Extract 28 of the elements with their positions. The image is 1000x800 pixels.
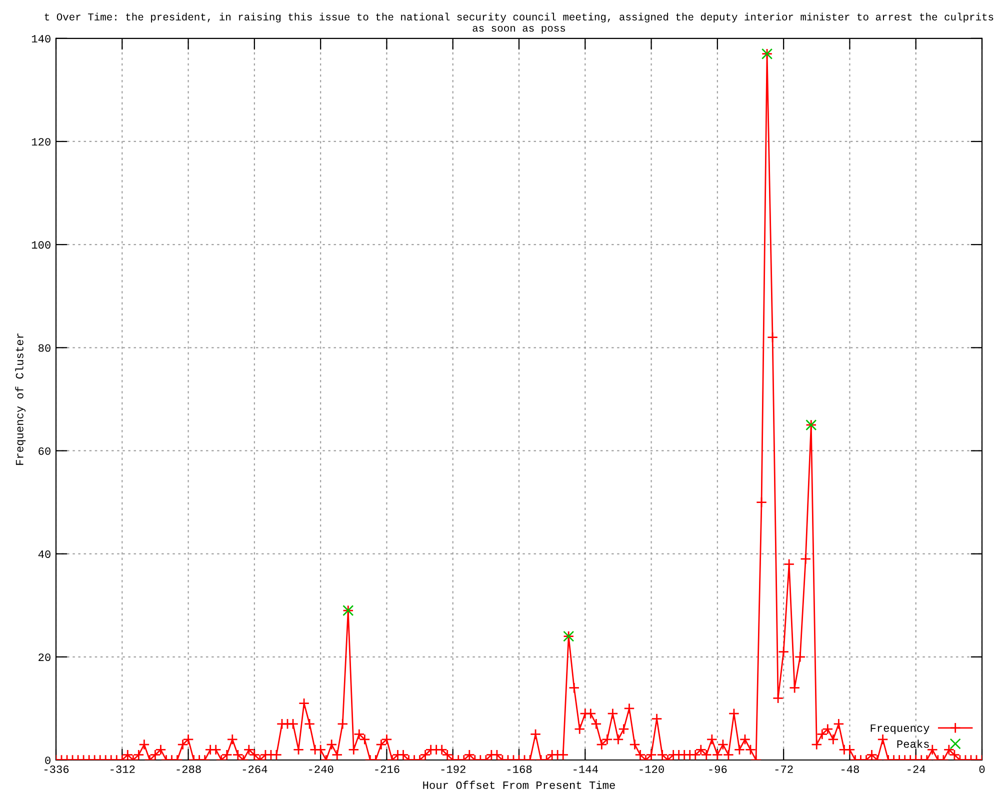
chart-title: t Over Time: the president, in raising this issue to the national security council meeting, assigned the deputy interior minister to arrest the culprits as soon as poss [44, 12, 994, 34]
x-tick-label: -336 [44, 765, 69, 774]
legend-label: Frequency [870, 724, 930, 734]
y-tick-label: 140 [32, 34, 50, 43]
y-tick-label: 40 [38, 550, 50, 558]
y-tick-label: 20 [38, 654, 50, 662]
x-tick-label: -288 [176, 765, 201, 774]
legend-label: Peaks [897, 740, 929, 748]
y-tick-label: 120 [32, 138, 50, 146]
x-tick-label: -120 [640, 765, 664, 774]
x-tick-label: -168 [507, 765, 532, 774]
y-tick-label: 0 [45, 756, 50, 764]
x-tick-label: -96 [709, 765, 727, 774]
x-tick-label: -240 [309, 765, 334, 774]
x-tick-label: -216 [375, 765, 400, 774]
x-tick-label: 0 [979, 765, 985, 774]
x-tick-label: -192 [441, 765, 466, 774]
x-tick-label: -48 [842, 765, 859, 774]
y-axis-title: Frequency of Cluster [15, 334, 26, 465]
x-tick-label: -144 [574, 766, 598, 773]
x-axis-title: Hour Offset From Present Time [423, 780, 615, 789]
y-tick-label: 100 [32, 241, 50, 249]
x-tick-label: -264 [242, 765, 268, 774]
x-tick-label: -72 [775, 765, 793, 773]
x-tick-label: -312 [110, 765, 135, 774]
y-tick-label: 60 [38, 447, 50, 455]
y-tick-label: 80 [38, 344, 50, 352]
x-tick-label: -24 [908, 765, 926, 773]
